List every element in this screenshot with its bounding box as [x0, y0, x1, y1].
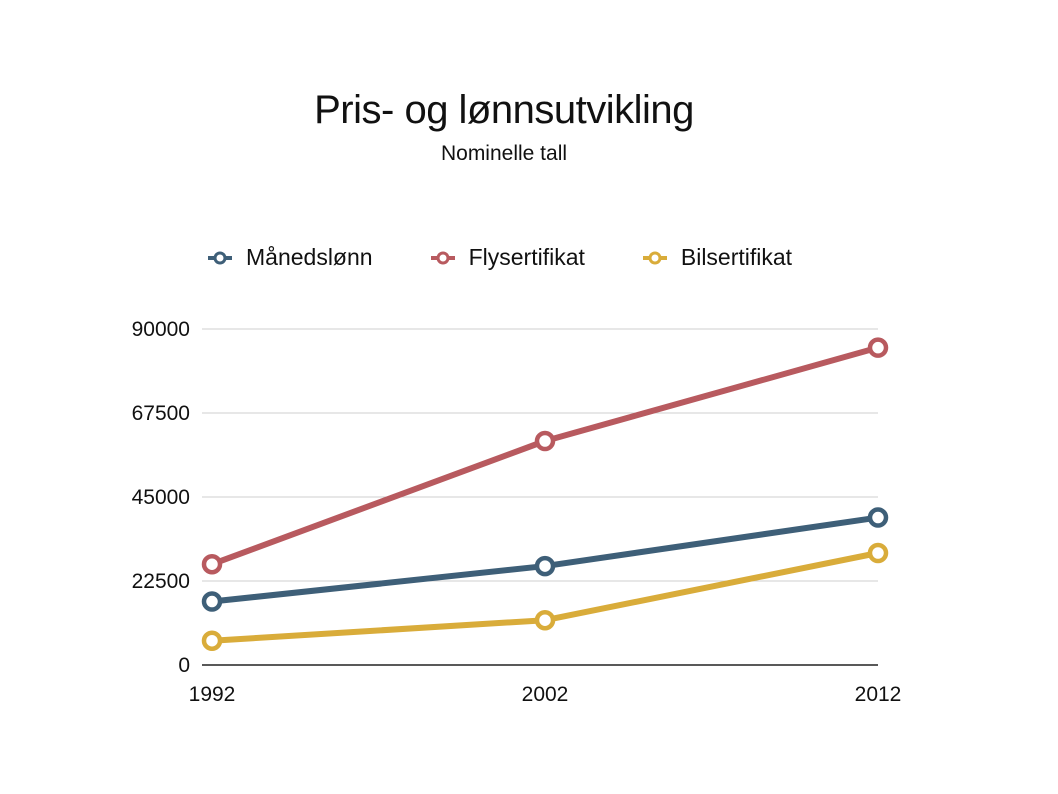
legend-item-bilsertifikat: Bilsertifikat [642, 244, 793, 271]
y-tick-label: 22500 [132, 570, 190, 593]
legend-marker-manedslonn [208, 251, 232, 264]
chart-subtitle: Nominelle tall [440, 142, 568, 165]
data-point-flysertifikat [534, 430, 556, 452]
data-point-manedslonn [867, 507, 889, 528]
legend-label-manedslonn: Månedslønn [246, 244, 373, 270]
data-point-manedslonn [201, 591, 223, 612]
legend-item-manedslonn: Månedslønn [208, 244, 373, 271]
y-tick-label: 67500 [132, 402, 190, 425]
legend-marker-flysertifikat [430, 251, 455, 264]
x-tick-label: 1992 [189, 683, 236, 706]
legend-label-flysertifikat: Flysertifikat [468, 244, 585, 270]
data-point-bilsertifikat [867, 542, 889, 564]
y-tick-label: 90000 [132, 318, 190, 341]
data-point-bilsertifikat [534, 609, 556, 631]
data-point-flysertifikat [201, 553, 223, 575]
x-tick-label: 2012 [855, 683, 902, 706]
data-point-bilsertifikat [201, 630, 223, 651]
y-tick-label: 45000 [132, 486, 190, 509]
data-point-manedslonn [534, 555, 556, 577]
x-tick-label: 2002 [522, 683, 569, 706]
chart-title: Pris- og lønnsutvikling [314, 88, 694, 132]
legend-item-flysertifikat: Flysertifikat [430, 244, 585, 271]
data-point-flysertifikat [867, 337, 889, 358]
legend-label-bilsertifikat: Bilsertifikat [680, 244, 793, 270]
y-tick-label: 0 [178, 654, 190, 677]
legend-marker-bilsertifikat [642, 251, 667, 264]
legend: Månedslønn Flysertifikat Bilsertifikat [208, 244, 850, 271]
